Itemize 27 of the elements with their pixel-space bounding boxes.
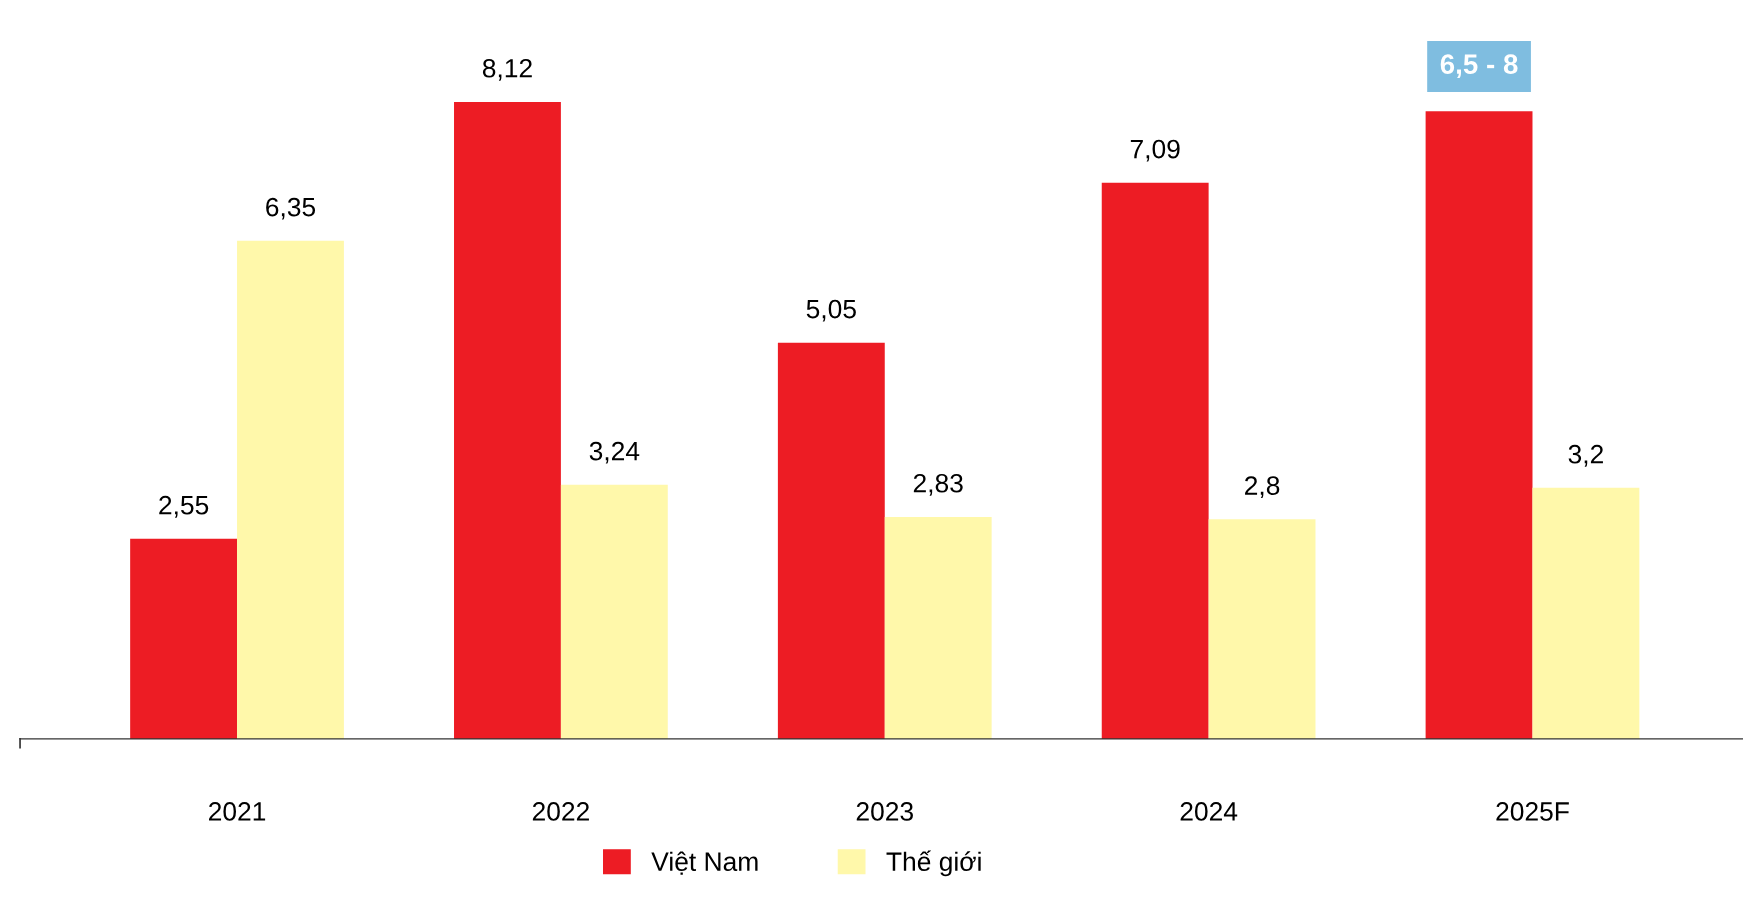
bar (1532, 487, 1640, 739)
data-label: 3,24 (589, 441, 640, 464)
data-label: 2,83 (913, 473, 963, 496)
bar (560, 484, 668, 739)
data-label: 3,2 (1568, 444, 1603, 467)
data-label: 5,05 (806, 299, 856, 322)
data-label: 7,09 (1130, 139, 1180, 162)
x-tick-label: 2022 (532, 802, 589, 821)
x-tick-label: 2023 (856, 802, 913, 821)
x-tick-label: 2024 (1180, 802, 1238, 821)
annotation: 6,5 - 8 (1440, 54, 1518, 79)
x-tick-label: 2021 (209, 802, 266, 821)
bar (1208, 519, 1316, 739)
bar (130, 538, 238, 739)
bar (1425, 111, 1533, 739)
legend-label: Việt Nam (651, 851, 758, 875)
data-label: 6,35 (266, 197, 316, 220)
bar (454, 101, 561, 739)
bar (1101, 182, 1209, 739)
x-tick-label: 2025F (1496, 802, 1569, 821)
legend-label: Thế giới (886, 850, 981, 877)
bar (237, 240, 344, 739)
data-label: 8,12 (482, 58, 532, 81)
bar (884, 516, 992, 739)
data-label: 2,8 (1245, 476, 1280, 499)
bar (777, 342, 885, 739)
data-label: 2,55 (159, 495, 209, 518)
